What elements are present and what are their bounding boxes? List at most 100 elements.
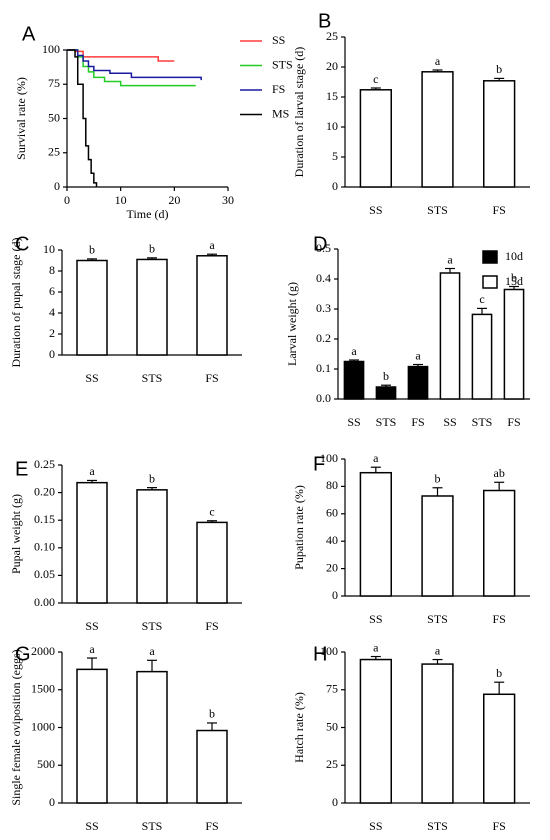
x-tick-label: 30 [222, 193, 234, 207]
bar [503, 288, 525, 400]
error-bar [207, 520, 217, 523]
bar [471, 313, 493, 400]
bar [76, 668, 108, 804]
bar [483, 80, 516, 188]
significance-letter: a [435, 643, 441, 657]
y-tick-label: 1500 [31, 682, 55, 696]
panel-label: F [313, 453, 325, 475]
y-tick-label: 2000 [31, 644, 55, 658]
significance-letter: b [149, 471, 155, 485]
bar [439, 272, 461, 400]
y-tick-label: 80 [326, 478, 338, 492]
error-bar [370, 466, 381, 473]
y-tick-label: 50 [326, 719, 338, 733]
legend-label: FS [272, 82, 285, 96]
y-tick-label: 0 [332, 795, 338, 809]
x-tick-label: FS [205, 819, 218, 833]
panel-label: C [15, 233, 29, 255]
y-tick-label: 100 [320, 644, 338, 658]
error-bar [147, 659, 157, 672]
bar [359, 89, 392, 188]
y-tick-label: 40 [326, 533, 338, 547]
bar [196, 729, 228, 804]
legend-swatch [482, 275, 498, 289]
x-tick-label: STS [142, 619, 163, 633]
survival-line [67, 49, 98, 187]
y-tick-label: 0.10 [34, 540, 55, 554]
x-tick-label: STS [142, 371, 163, 385]
y-tick-label: 8 [49, 263, 55, 277]
bar [76, 259, 108, 356]
y-tick-label: 100 [42, 42, 60, 56]
significance-letter: c [373, 72, 378, 86]
x-tick-label: STS [142, 819, 163, 833]
error-bar [207, 253, 217, 256]
x-tick-label: FS [492, 203, 505, 217]
legend-swatch [482, 250, 498, 264]
y-tick-label: 0.15 [34, 512, 55, 526]
panel: A Survival rate (%) 0 25 50 75 100 0 10 20 30 Time … [14, 23, 293, 220]
y-tick-label: 10 [43, 242, 55, 256]
bar [483, 693, 516, 804]
y-tick-label: 0.3 [316, 301, 331, 315]
panel: H Hatch rate (%) 0 25 50 75 100 SS STS FS a a b [292, 640, 530, 833]
y-tick-label: 0.20 [34, 484, 55, 498]
panel: D Larval weight (g) 0.0 0.1 0.2 0.3 0.4 0.5 SS ST… [285, 233, 530, 429]
survival-line [67, 49, 196, 87]
x-tick-label: 10 [115, 193, 127, 207]
error-bar [87, 479, 97, 483]
x-tick-label: SS [369, 612, 382, 626]
error-bar [494, 681, 505, 695]
error-bar [207, 722, 217, 731]
significance-letter: a [373, 451, 379, 465]
error-bar [432, 658, 443, 665]
y-tick-label: 0.1 [316, 361, 331, 375]
legend-label: 15d [505, 274, 523, 288]
bar [76, 481, 108, 604]
significance-letter: c [209, 505, 214, 519]
error-bar [413, 363, 423, 367]
significance-letter: c [479, 292, 484, 306]
legend-label: SS [272, 33, 285, 47]
y-axis-label: Single female oviposition (eggs) [9, 649, 23, 805]
x-tick-label: 0 [64, 193, 70, 207]
significance-letter: a [447, 252, 453, 266]
bar [196, 521, 228, 604]
error-bar [349, 359, 359, 362]
significance-letter: a [435, 54, 441, 68]
x-tick-label: SS [347, 415, 360, 429]
y-tick-label: 0.0 [316, 391, 331, 405]
bar [136, 489, 168, 604]
error-bar [494, 481, 505, 491]
y-axis-label: Larval weight (g) [285, 282, 299, 366]
significance-letter: b [89, 243, 95, 257]
y-tick-label: 20 [326, 560, 338, 574]
x-tick-label: STS [427, 819, 448, 833]
y-tick-label: 0.25 [34, 457, 55, 471]
x-tick-label: FS [507, 415, 520, 429]
y-axis-label: Pupation rate (%) [292, 485, 306, 570]
y-tick-label: 0 [54, 179, 60, 193]
panel: E Pupal weight (g) 0.00 0.05 0.10 0.15 0.20 0.2… [9, 457, 242, 633]
y-tick-label: 0.2 [316, 331, 331, 345]
significance-letter: ab [494, 466, 505, 480]
error-bar [370, 87, 381, 90]
y-tick-label: 4 [49, 305, 55, 319]
significance-letter: b [496, 62, 502, 76]
significance-letter: b [383, 369, 389, 383]
x-tick-label: STS [376, 415, 397, 429]
x-tick-label: SS [85, 819, 98, 833]
significance-letter: b [149, 242, 155, 256]
y-tick-label: 1000 [31, 719, 55, 733]
x-tick-label: SS [85, 371, 98, 385]
significance-letter: a [89, 464, 95, 478]
x-tick-label: FS [205, 371, 218, 385]
bar [483, 489, 516, 597]
panel-label: A [22, 23, 36, 45]
y-tick-label: 0 [332, 588, 338, 602]
y-tick-label: 2 [49, 326, 55, 340]
x-tick-label: STS [472, 415, 493, 429]
significance-letter: b [511, 270, 517, 284]
x-tick-label: SS [369, 819, 382, 833]
bar [375, 386, 397, 400]
